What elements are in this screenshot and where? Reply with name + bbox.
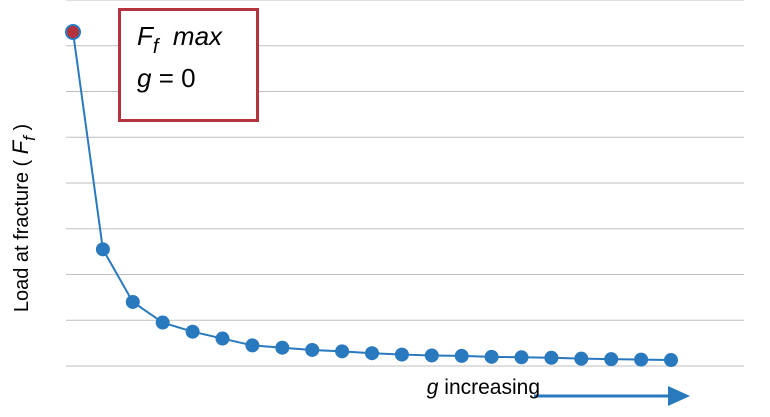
annotation-box: Ff max g = 0 <box>118 8 259 122</box>
data-point <box>604 352 619 367</box>
data-point <box>155 315 170 330</box>
annotation-line-1: Ff max <box>137 21 223 58</box>
data-point <box>574 351 589 366</box>
data-point <box>185 324 200 339</box>
data-point <box>335 344 350 359</box>
y-axis-label-container: Load at fracture ( Ff ) <box>0 0 44 412</box>
data-point <box>95 242 110 257</box>
data-point <box>125 294 140 309</box>
data-point <box>544 350 559 365</box>
y-axis-label: Load at fracture ( Ff ) <box>8 124 39 312</box>
data-point <box>275 340 290 355</box>
x-axis-label: g increasing <box>426 376 540 399</box>
data-point <box>305 342 320 357</box>
data-point <box>394 347 409 362</box>
data-point <box>215 331 230 346</box>
x-arrow <box>534 386 690 406</box>
annotation-line-2: g = 0 <box>137 63 196 93</box>
data-point <box>514 350 529 365</box>
data-point <box>454 348 469 363</box>
data-points <box>65 24 678 368</box>
data-point <box>484 349 499 364</box>
data-point <box>634 352 649 367</box>
data-point <box>365 346 379 361</box>
data-point <box>245 338 260 353</box>
data-point <box>664 353 678 368</box>
data-point <box>424 348 439 363</box>
data-point-max <box>65 24 81 41</box>
